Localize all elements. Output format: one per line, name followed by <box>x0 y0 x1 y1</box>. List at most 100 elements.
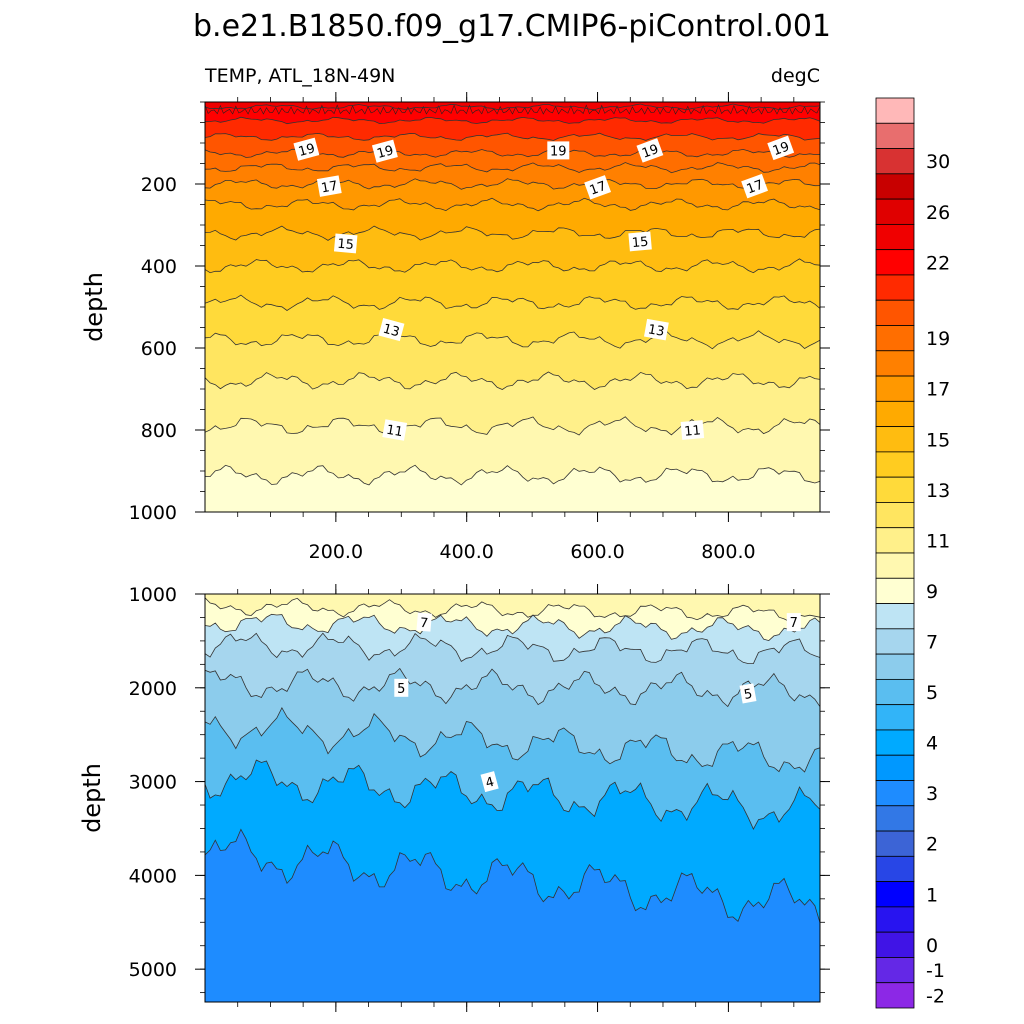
contour-label-box <box>394 678 409 697</box>
bottom-contour-lines <box>205 597 820 923</box>
colorbar-box <box>875 97 915 124</box>
contour-label-box <box>416 612 432 632</box>
colorbar-label: 7 <box>926 632 938 654</box>
contour-label: 17 <box>316 175 342 197</box>
colorbar-label: 26 <box>926 202 950 224</box>
contour-label-text: 19 <box>297 141 317 160</box>
contour-line <box>205 330 820 350</box>
contour-line <box>205 132 820 141</box>
colorbar-box <box>875 198 915 225</box>
bottom-panel: 7 7 5 5 4 1000 2000 3000 4000 5000 depth <box>78 584 830 1012</box>
top-y-axis-label: depth <box>80 272 108 342</box>
colorbar-box <box>875 704 915 731</box>
contour-line <box>205 103 820 111</box>
contour-line <box>205 632 820 664</box>
colorbar-box <box>875 729 915 756</box>
colorbar-box <box>875 274 915 301</box>
y-tick-label: 200 <box>141 174 177 196</box>
contour-label-box <box>584 175 612 200</box>
contour-label: 19 <box>547 141 570 160</box>
colorbar-box <box>875 476 915 503</box>
contour-line <box>205 828 820 923</box>
contour-line <box>205 197 820 212</box>
contour-label-box <box>786 613 801 632</box>
y-tick-label: 1000 <box>129 584 177 606</box>
colorbar-label: 9 <box>926 581 938 603</box>
contour-label-text: 7 <box>419 616 429 632</box>
contour-label-box <box>371 139 398 163</box>
contour-label: 15 <box>333 233 358 254</box>
bottom-x-axis <box>237 584 795 1012</box>
contour-label-text: 13 <box>647 322 666 340</box>
colorbar-box <box>875 122 915 149</box>
y-tick-label: 800 <box>141 420 177 442</box>
bottom-plot-frame <box>204 593 821 1003</box>
colorbar-box <box>875 451 915 478</box>
contour-label: 4 <box>480 771 499 793</box>
contour-band <box>205 829 820 1002</box>
contour-label-text: 7 <box>790 616 798 631</box>
contour-label-box <box>547 141 570 160</box>
contour-label: 5 <box>394 678 409 697</box>
contour-label-text: 15 <box>631 235 649 251</box>
x-tick-label: 200.0 <box>309 541 363 563</box>
contour-label: 7 <box>416 612 432 632</box>
colorbar-box <box>875 754 915 781</box>
contour-label-box <box>316 175 342 197</box>
colorbar-box <box>875 830 915 857</box>
contour-band <box>205 465 820 512</box>
bottom-y-axis-label: depth <box>78 763 106 833</box>
contour-label-text: 4 <box>484 775 496 792</box>
top-contour-fills <box>205 102 820 512</box>
colorbar-box <box>875 855 915 883</box>
colorbar: 30 26 22 19 17 15 13 11 9 7 5 4 3 2 1 0 -1 -2 <box>875 97 950 1009</box>
contour-label-text: 5 <box>743 687 754 703</box>
contour-line <box>205 258 820 274</box>
bottom-contour-fills <box>205 594 820 1002</box>
y-tick-label: 5000 <box>129 959 177 981</box>
contour-line <box>205 102 820 115</box>
contour-line <box>205 759 820 831</box>
y-tick-label: 4000 <box>129 865 177 887</box>
contour-label-text: 17 <box>588 179 609 199</box>
bottom-contour-labels: 7 7 5 5 4 <box>394 612 801 793</box>
colorbar-box <box>875 906 915 933</box>
contour-line <box>205 416 820 436</box>
colorbar-box <box>875 249 915 276</box>
colorbar-box <box>875 957 915 984</box>
contour-label-box <box>333 233 358 254</box>
units-label: degC <box>771 65 820 87</box>
colorbar-box <box>875 603 915 630</box>
colorbar-label: -2 <box>926 985 945 1007</box>
colorbar-box <box>875 426 915 453</box>
contour-label-text: 19 <box>550 144 567 159</box>
contour-line <box>205 371 820 390</box>
colorbar-label: 0 <box>926 935 938 957</box>
contour-label-text: 11 <box>684 423 702 439</box>
contour-line <box>205 667 820 708</box>
contour-line <box>205 225 820 241</box>
x-tick-label: 800.0 <box>701 541 755 563</box>
y-tick-label: 400 <box>141 256 177 278</box>
colorbar-box <box>875 527 915 554</box>
contour-label: 19 <box>371 139 398 163</box>
contour-label: 11 <box>382 419 408 441</box>
colorbar-box <box>875 223 915 251</box>
contour-label: 11 <box>680 420 705 440</box>
y-tick-label: 600 <box>141 338 177 360</box>
contour-line <box>205 116 820 125</box>
contour-label-box <box>636 138 664 163</box>
colorbar-label: -1 <box>926 960 945 982</box>
contour-label-box <box>480 771 499 793</box>
colorbar-box <box>875 375 915 402</box>
contour-label-text: 11 <box>385 423 404 441</box>
contour-label-box <box>382 419 408 441</box>
top-y-axis: 200 400 600 800 1000 <box>129 101 830 524</box>
x-tick-label: 600.0 <box>570 541 624 563</box>
figure-title: b.e21.B1850.f09_g17.CMIP6-piControl.001 <box>193 9 831 44</box>
colorbar-box <box>875 653 915 680</box>
contour-line <box>205 294 820 311</box>
